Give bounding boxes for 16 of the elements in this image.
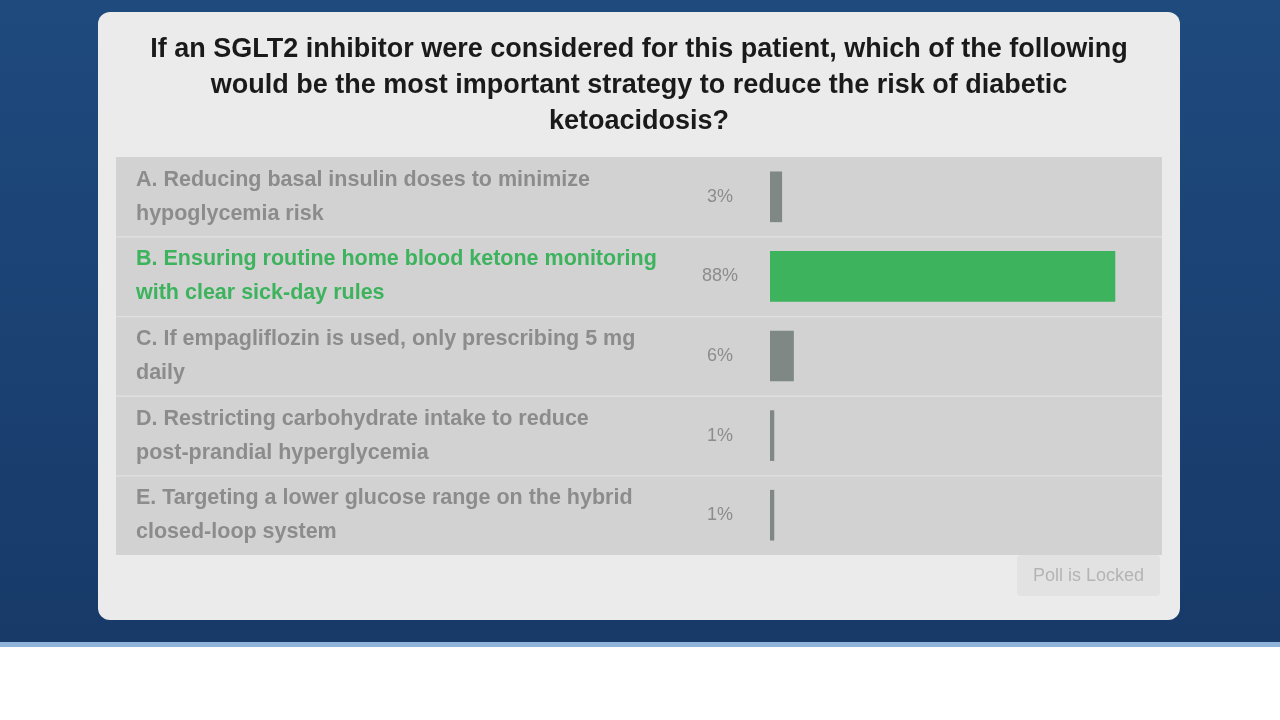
y-tick-label: E. Targeting a lower glucose range on the hybrid closed-loop system [136,485,633,544]
bar [770,171,783,223]
bar [770,410,775,461]
data-label: 88% [701,265,739,286]
data-label: 3% [706,185,734,206]
y-tick-label: B. Ensuring routine home blood ketone monitoring with clear sick-day rules [135,246,657,305]
y-tick-label: A. Reducing basal insulin doses to minimize hypoglycemia risk [136,166,591,225]
bar [770,330,794,382]
data-label: 6% [706,344,734,365]
bar [770,489,775,541]
chart-title: If an SGLT2 inhibitor were considered for this patient, which of the following would be the most important strategy to reduce the risk of diabetic ketoacidosis? [149,32,1129,137]
data-label: 1% [706,424,734,445]
bar [770,251,1116,302]
y-tick-label: C. If empagliflozin is used, only prescribing 5 mg daily [136,325,636,384]
data-label: 1% [706,504,734,525]
y-tick-label: D. Restricting carbohydrate intake to reduce post-prandial hyperglycemia [136,405,589,464]
